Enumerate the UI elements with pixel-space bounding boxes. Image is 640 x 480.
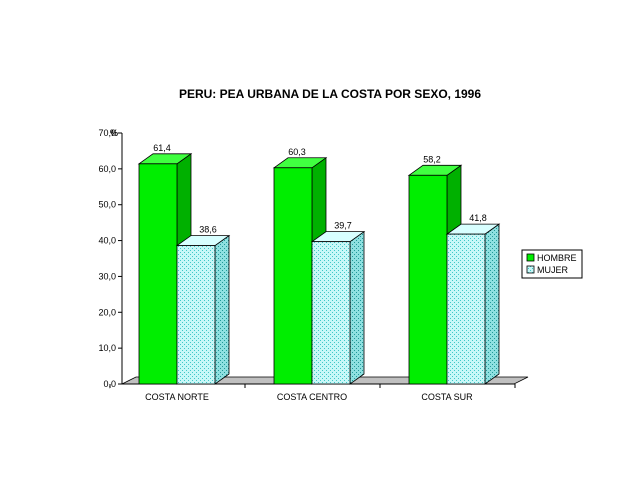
labels: COSTA NORTE COSTA CENTRO COSTA SUR 61,4 38,6… xyxy=(145,143,487,402)
bar-mujer xyxy=(311,241,351,385)
data-label: 38,6 xyxy=(199,225,217,235)
bar-hombre xyxy=(138,163,178,385)
bar-hombre xyxy=(273,167,313,385)
bars xyxy=(137,153,501,385)
bar-mujer xyxy=(446,233,486,385)
data-label: 60,3 xyxy=(288,147,306,157)
data-label: 39,7 xyxy=(334,221,352,231)
bar-hombre xyxy=(408,174,448,385)
y-tick-label: 60,0 xyxy=(98,164,116,174)
legend-swatch-hombre xyxy=(526,253,535,262)
data-label: 58,2 xyxy=(423,154,441,164)
category-label: COSTA SUR xyxy=(421,392,473,402)
data-label: 61,4 xyxy=(153,143,171,153)
legend: HOMBRE MUJER xyxy=(521,249,583,279)
category-label: COSTA NORTE xyxy=(145,392,209,402)
bar-side xyxy=(214,234,230,385)
y-axis-unit: % xyxy=(110,128,118,138)
bar-mujer xyxy=(176,245,216,385)
y-tick-label: 50,0 xyxy=(98,200,116,210)
bar-side xyxy=(349,230,365,385)
legend-label-hombre: HOMBRE xyxy=(537,253,577,263)
y-tick-label: 40,0 xyxy=(98,236,116,246)
y-tick-label: 20,0 xyxy=(98,307,116,317)
chart-title: PERU: PEA URBANA DE LA COSTA POR SEXO, 1… xyxy=(179,87,481,101)
y-tick-label: 70,0 xyxy=(98,128,116,138)
y-tick-label: 10,0 xyxy=(98,343,116,353)
legend-swatch-mujer xyxy=(526,265,535,274)
category-label: COSTA CENTRO xyxy=(277,392,347,402)
bar-side xyxy=(484,223,500,385)
y-tick-label: 30,0 xyxy=(98,271,116,281)
legend-label-mujer: MUJER xyxy=(537,265,568,275)
data-label: 41,8 xyxy=(469,213,487,223)
